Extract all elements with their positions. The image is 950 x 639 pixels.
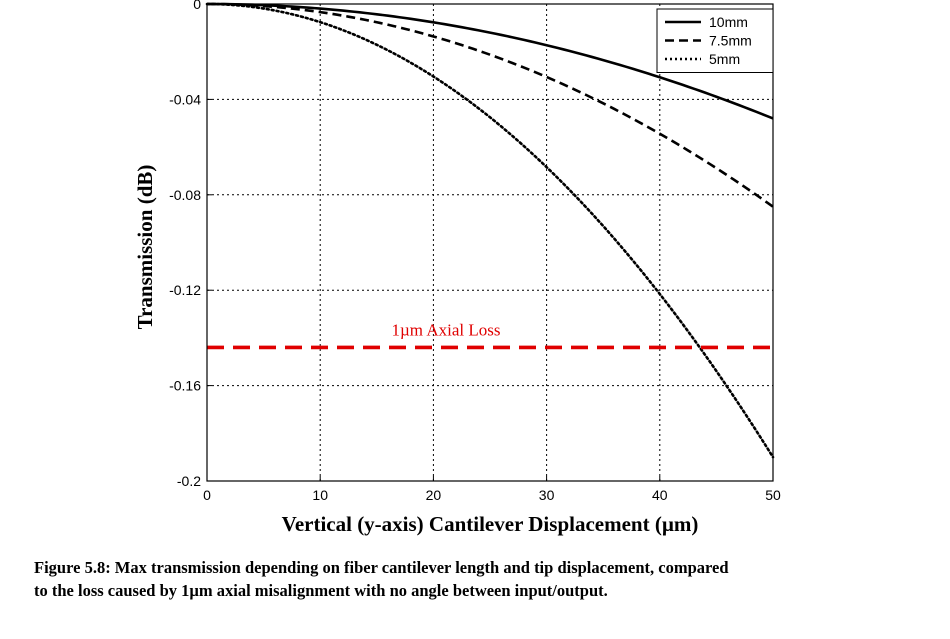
y-tick-label: -0.16: [169, 378, 201, 394]
annotation-label: 1µm Axial Loss: [392, 321, 501, 340]
plot-area: [207, 4, 773, 481]
plot-axes: [206, 3, 774, 482]
tick-labels: 0 10 20 30 40 50 0 -0.04 -0.08 -0.12 -0.16 -0.2: [169, 0, 781, 503]
x-tick-label: 0: [203, 487, 211, 503]
caption-line-2: to the loss caused by 1µm axial misalign…: [34, 581, 608, 600]
annotations: 1µm Axial Loss: [392, 321, 501, 340]
y-tick-label: -0.12: [169, 282, 201, 298]
y-tick-label: -0.08: [169, 187, 201, 203]
legend: 10mm 7.5mm 5mm: [656, 8, 774, 73]
x-tick-label: 40: [652, 487, 668, 503]
y-tick-label: -0.04: [169, 91, 201, 107]
x-tick-label: 10: [312, 487, 328, 503]
plot-frame: [206, 3, 774, 482]
legend-entry: 10mm: [709, 14, 748, 30]
x-axis-label: Vertical (y-axis) Cantilever Displacemen…: [282, 512, 699, 536]
x-tick-label: 20: [426, 487, 442, 503]
y-tick-label: 0: [193, 0, 201, 12]
x-tick-label: 30: [539, 487, 555, 503]
y-axis-label: Transmission (dB): [133, 165, 157, 330]
series-line-5mm: [205, 2, 775, 459]
y-tick-label: -0.2: [177, 473, 201, 489]
series-line-10mm: [206, 2, 774, 120]
x-tick-label: 50: [765, 487, 781, 503]
grid: [207, 4, 773, 481]
series-lines: [205, 2, 775, 459]
legend-box: [656, 8, 774, 73]
caption-line-1: Figure 5.8: Max transmission depending o…: [34, 558, 729, 577]
figure-caption: Figure 5.8: Max transmission depending o…: [34, 556, 934, 602]
legend-entry: 5mm: [709, 51, 740, 67]
series-line-7-5mm: [206, 2, 774, 208]
legend-entry: 7.5mm: [709, 33, 752, 49]
